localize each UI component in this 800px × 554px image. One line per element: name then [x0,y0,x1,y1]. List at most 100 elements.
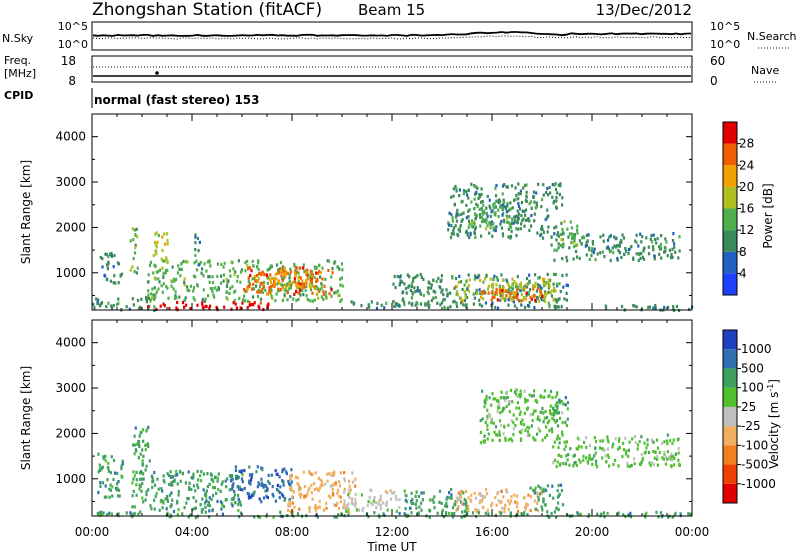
heatmap-cell [562,232,565,236]
heatmap-cell [529,413,532,417]
heatmap-cell [456,208,459,212]
heatmap-cell [561,411,564,415]
heatmap-cell [373,511,376,515]
heatmap-cell [561,421,564,425]
heatmap-cell [315,271,318,275]
heatmap-cell [112,265,115,269]
heatmap-cell [177,508,180,512]
heatmap-cell [331,267,334,271]
heatmap-cell [510,221,513,226]
heatmap-cell [335,515,338,519]
noise-left-tick-top: 10^5 [58,20,88,33]
heatmap-cell [608,464,611,468]
heatmap-cell [474,274,477,278]
heatmap-cell [221,480,224,484]
heatmap-cell [493,274,496,278]
heatmap-cell [165,232,169,236]
heatmap-cell [517,212,521,216]
heatmap-cell [142,439,145,443]
heatmap-cell [572,233,575,237]
heatmap-cell [99,511,102,515]
heatmap-cell [203,501,206,505]
heatmap-cell [270,473,273,477]
heatmap-cell [248,465,251,469]
heatmap-cell [105,278,108,282]
cpid-label: CPID [4,89,33,102]
heatmap-cell [404,493,407,497]
heatmap-cell [548,515,551,519]
heatmap-cell [548,305,551,309]
heatmap-cell [170,481,173,485]
heatmap-cell [630,463,633,468]
heatmap-cell [635,252,638,256]
heatmap-cell [653,257,656,261]
heatmap-cell [465,507,468,511]
heatmap-cell [284,289,288,293]
heatmap-cell [464,499,467,503]
heatmap-cell [190,476,193,480]
heatmap-cell [466,286,469,290]
heatmap-cell [333,503,336,507]
heatmap-cell [389,489,392,493]
heatmap-cell [523,511,526,515]
heatmap-cell [556,191,559,195]
heatmap-cell [162,273,165,277]
heatmap-cell [278,281,281,285]
heatmap-cell [569,447,572,451]
heatmap-cell [509,512,512,516]
heatmap-cell [304,494,308,498]
heatmap-cell [328,472,331,476]
heatmap-cell [282,276,286,280]
freq-panel-frame [91,55,693,83]
heatmap-cell [495,275,499,280]
heatmap-cell [401,280,404,284]
heatmap-cell [107,255,110,259]
heatmap-cell [322,297,325,301]
heatmap-cell [659,245,662,249]
heatmap-cell [514,197,517,201]
heatmap-cell [174,473,177,477]
noise-right-tick-bottom: 10^0 [710,38,740,51]
heatmap-cell [497,398,500,403]
heatmap-cell [525,199,528,204]
heatmap-cell [280,492,284,496]
heatmap-cell [585,241,588,245]
heatmap-cell [398,283,401,287]
heatmap-cell [490,417,493,421]
heatmap-cell [560,243,563,248]
heatmap-cell [651,245,655,249]
heatmap-cell [169,474,173,479]
heatmap-cell [231,478,234,482]
heatmap-cell [459,280,463,284]
heatmap-cell [499,222,502,226]
heatmap-cell [485,274,488,278]
heatmap-cell [444,504,447,508]
heatmap-cell [587,233,590,237]
heatmap-cell [107,466,110,470]
heatmap-cell [473,207,476,211]
heatmap-cell [465,229,468,233]
heatmap-cell [540,491,543,495]
heatmap-cell [534,486,537,490]
heatmap-cell [185,260,188,264]
heatmap-cell [565,440,568,444]
heatmap-cell [524,213,527,217]
heatmap-cell [208,482,211,486]
heatmap-cell [529,486,532,490]
heatmap-cell [408,506,412,510]
heatmap-cell [416,302,419,306]
heatmap-cell [519,289,522,293]
heatmap-cell [103,273,106,277]
heatmap-cell [480,187,483,191]
heatmap-cell [299,282,302,286]
heatmap-cell [131,505,134,509]
heatmap-cell [169,470,172,474]
heatmap-cell [566,401,570,405]
heatmap-cell [499,288,503,292]
heatmap-cell [553,458,556,462]
heatmap-cell [509,499,513,503]
heatmap-cell [132,303,135,307]
heatmap-cell [155,270,158,274]
heatmap-cell [541,277,545,282]
heatmap-cell [134,448,137,452]
